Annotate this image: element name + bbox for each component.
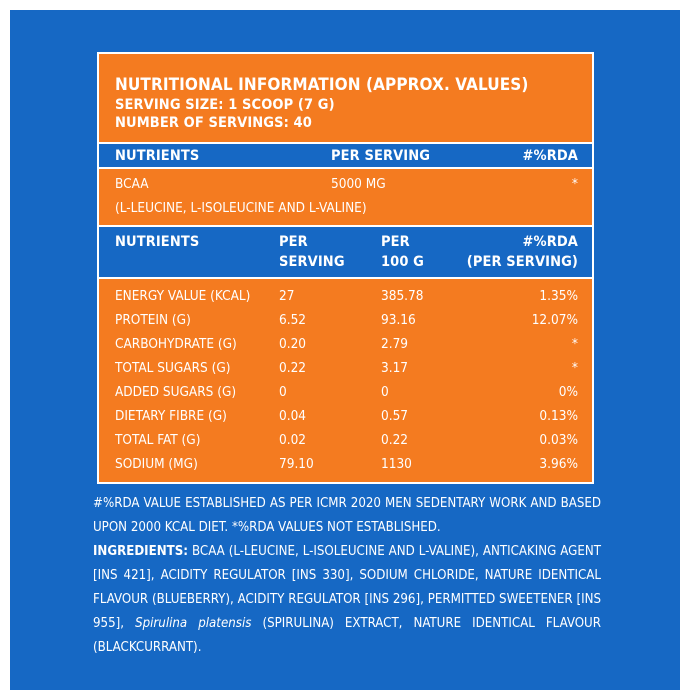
bcaa-rda: *: [571, 176, 578, 192]
rda-value: *: [571, 336, 578, 352]
per-serving-value: 79.10: [279, 456, 314, 472]
per-serving-value: 27: [279, 288, 295, 304]
table1-row-bcaa: BCAA 5000 MG * (L-LEUCINE, L-ISOLEUCINE …: [99, 169, 592, 225]
table-row: ADDED SUGARS (G) 0 0 0%: [99, 383, 592, 407]
table2-body: ENERGY VALUE (KCAL) 27 385.78 1.35% PROT…: [99, 279, 592, 482]
nutrient-name: DIETARY FIBRE (G): [115, 408, 227, 424]
rda-value: 1.35%: [539, 288, 578, 304]
nutrient-name: CARBOHYDRATE (G): [115, 336, 237, 352]
table-row: CARBOHYDRATE (G) 0.20 2.79 *: [99, 335, 592, 359]
ingredients-part1: BCAA (L-LEUCINE, L-ISOLEUCINE AND L-VALI…: [93, 544, 601, 631]
ingredients-part2: (SPIRULINA) EXTRACT, NATURE IDENTICAL FL…: [93, 616, 601, 655]
ingredients-label: INGREDIENTS:: [93, 544, 189, 559]
per-serving-value: 0.02: [279, 432, 307, 448]
rda-value: 0.03%: [539, 432, 578, 448]
table-row: DIETARY FIBRE (G) 0.04 0.57 0.13%: [99, 407, 592, 431]
per-serving-value: 0.20: [279, 336, 307, 352]
nutrient-name: TOTAL FAT (G): [115, 432, 201, 448]
nutrient-name: TOTAL SUGARS (G): [115, 360, 231, 376]
rda-value: 3.96%: [539, 456, 578, 472]
serving-size: SERVING SIZE: 1 SCOOP (7 G): [115, 97, 335, 113]
per-100g-value: 2.79: [381, 336, 409, 352]
nutrient-name: ADDED SUGARS (G): [115, 384, 237, 400]
per-100g-value: 385.78: [381, 288, 424, 304]
per-100g-value: 3.17: [381, 360, 409, 376]
ingredients-italic: Spirulina platensis: [135, 616, 252, 631]
table-row: SODIUM (MG) 79.10 1130 3.96%: [99, 455, 592, 479]
nutrient-name: SODIUM (MG): [115, 456, 198, 472]
rda-footnote: #%RDA VALUE ESTABLISHED AS PER ICMR 2020…: [93, 496, 601, 535]
table-row: TOTAL FAT (G) 0.02 0.22 0.03%: [99, 431, 592, 455]
table1-header-nutrients: NUTRIENTS: [115, 148, 200, 164]
servings-count: NUMBER OF SERVINGS: 40: [115, 115, 312, 131]
table2-header-per-100g-1: PER: [381, 234, 410, 250]
table2-header-nutrients: NUTRIENTS: [115, 234, 200, 250]
table2-header-row: NUTRIENTS PER SERVING PER 100 G #%RDA (P…: [99, 227, 592, 277]
table1-header-row: NUTRIENTS PER SERVING #%RDA: [99, 144, 592, 167]
rda-value: 12.07%: [531, 312, 578, 328]
ingredients-text: INGREDIENTS: BCAA (L-LEUCINE, L-ISOLEUCI…: [93, 540, 601, 660]
table2-header-per-serving-2: SERVING: [279, 254, 345, 270]
table2-header-rda-2: (PER SERVING): [466, 254, 578, 270]
per-serving-value: 0.04: [279, 408, 307, 424]
nutrition-title: NUTRITIONAL INFORMATION (APPROX. VALUES): [115, 75, 529, 95]
rda-value: *: [571, 360, 578, 376]
per-serving-value: 0.22: [279, 360, 307, 376]
bcaa-name: BCAA: [115, 176, 149, 192]
table1-header-rda: #%RDA: [522, 148, 578, 164]
per-100g-value: 0: [381, 384, 389, 400]
per-100g-value: 93.16: [381, 312, 416, 328]
per-100g-value: 0.57: [381, 408, 409, 424]
rda-value: 0%: [558, 384, 578, 400]
nutrition-header: NUTRITIONAL INFORMATION (APPROX. VALUES)…: [99, 54, 592, 142]
table-row: PROTEIN (G) 6.52 93.16 12.07%: [99, 311, 592, 335]
nutrient-name: ENERGY VALUE (KCAL): [115, 288, 251, 304]
nutrient-name: PROTEIN (G): [115, 312, 191, 328]
table-row: ENERGY VALUE (KCAL) 27 385.78 1.35%: [99, 287, 592, 311]
nutrition-table: NUTRITIONAL INFORMATION (APPROX. VALUES)…: [97, 52, 594, 484]
per-serving-value: 6.52: [279, 312, 307, 328]
per-100g-value: 1130: [381, 456, 412, 472]
table-row: TOTAL SUGARS (G) 0.22 3.17 *: [99, 359, 592, 383]
per-100g-value: 0.22: [381, 432, 409, 448]
table2-header-per-100g-2: 100 G: [381, 254, 424, 270]
rda-value: 0.13%: [539, 408, 578, 424]
table1-header-per-serving: PER SERVING: [331, 148, 431, 164]
per-serving-value: 0: [279, 384, 287, 400]
table2-header-per-serving-1: PER: [279, 234, 308, 250]
label-notes: #%RDA VALUE ESTABLISHED AS PER ICMR 2020…: [93, 492, 601, 660]
table2-header-rda-1: #%RDA: [522, 234, 578, 250]
bcaa-per-serving: 5000 MG: [331, 176, 386, 192]
bcaa-subtext: (L-LEUCINE, L-ISOLEUCINE AND L-VALINE): [115, 200, 367, 216]
